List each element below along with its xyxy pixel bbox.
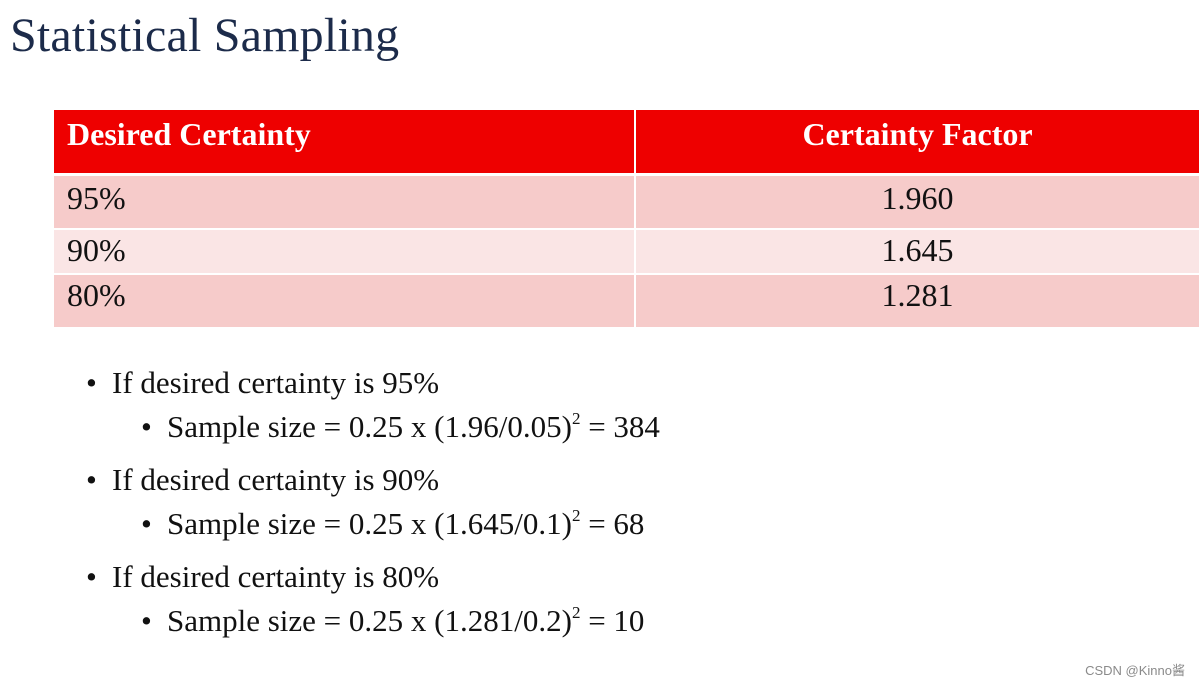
page-title: Statistical Sampling <box>10 9 400 62</box>
bullet-text: • If desired certainty is 95% <box>86 362 660 404</box>
formula-prefix: Sample size = 0.25 x (1.96/0.05) <box>167 409 572 444</box>
header-desired-certainty: Desired Certainty <box>54 110 636 176</box>
table-header-row: Desired Certainty Certainty Factor <box>54 110 1199 176</box>
cell-certainty-factor: 1.281 <box>636 275 1199 327</box>
formula-prefix: Sample size = 0.25 x (1.281/0.2) <box>167 603 572 638</box>
bullet-icon: • <box>86 559 97 594</box>
certainty-table: Desired Certainty Certainty Factor 95% 1… <box>54 110 1199 327</box>
bullet-icon: • <box>86 462 97 497</box>
cell-desired-certainty: 80% <box>54 275 636 327</box>
list-item: • If desired certainty is 95% • Sample siz… <box>86 362 660 448</box>
cell-certainty-factor: 1.960 <box>636 176 1199 230</box>
bullet-list: • If desired certainty is 95% • Sample siz… <box>86 362 660 653</box>
bullet-icon: • <box>141 409 152 444</box>
sub-bullet-text: • Sample size = 0.25 x (1.645/0.1)2 = 68 <box>141 503 660 545</box>
cell-desired-certainty: 90% <box>54 230 636 275</box>
bullet-label: If desired certainty is 80% <box>112 559 440 594</box>
formula-result: = 10 <box>580 603 645 638</box>
bullet-text: • If desired certainty is 90% <box>86 459 660 501</box>
formula-result: = 68 <box>580 506 645 541</box>
bullet-icon: • <box>86 365 97 400</box>
sub-bullet-text: • Sample size = 0.25 x (1.281/0.2)2 = 10 <box>141 600 660 642</box>
table-row: 80% 1.281 <box>54 275 1199 327</box>
formula-exponent: 2 <box>571 409 581 429</box>
bullet-label: If desired certainty is 95% <box>112 365 440 400</box>
formula-prefix: Sample size = 0.25 x (1.645/0.1) <box>167 506 572 541</box>
bullet-icon: • <box>141 603 152 638</box>
list-item: • If desired certainty is 90% • Sample siz… <box>86 459 660 545</box>
sub-bullet-text: • Sample size = 0.25 x (1.96/0.05)2 = 384 <box>141 406 660 448</box>
bullet-label: If desired certainty is 90% <box>112 462 440 497</box>
formula-exponent: 2 <box>571 603 581 623</box>
formula-exponent: 2 <box>571 506 581 526</box>
header-certainty-factor: Certainty Factor <box>636 110 1199 176</box>
table-row: 90% 1.645 <box>54 230 1199 275</box>
formula-result: = 384 <box>580 409 660 444</box>
bullet-icon: • <box>141 506 152 541</box>
bullet-text: • If desired certainty is 80% <box>86 556 660 598</box>
cell-desired-certainty: 95% <box>54 176 636 230</box>
watermark: CSDN @Kinno酱 <box>1085 663 1185 678</box>
table-row: 95% 1.960 <box>54 176 1199 230</box>
cell-certainty-factor: 1.645 <box>636 230 1199 275</box>
list-item: • If desired certainty is 80% • Sample siz… <box>86 556 660 642</box>
